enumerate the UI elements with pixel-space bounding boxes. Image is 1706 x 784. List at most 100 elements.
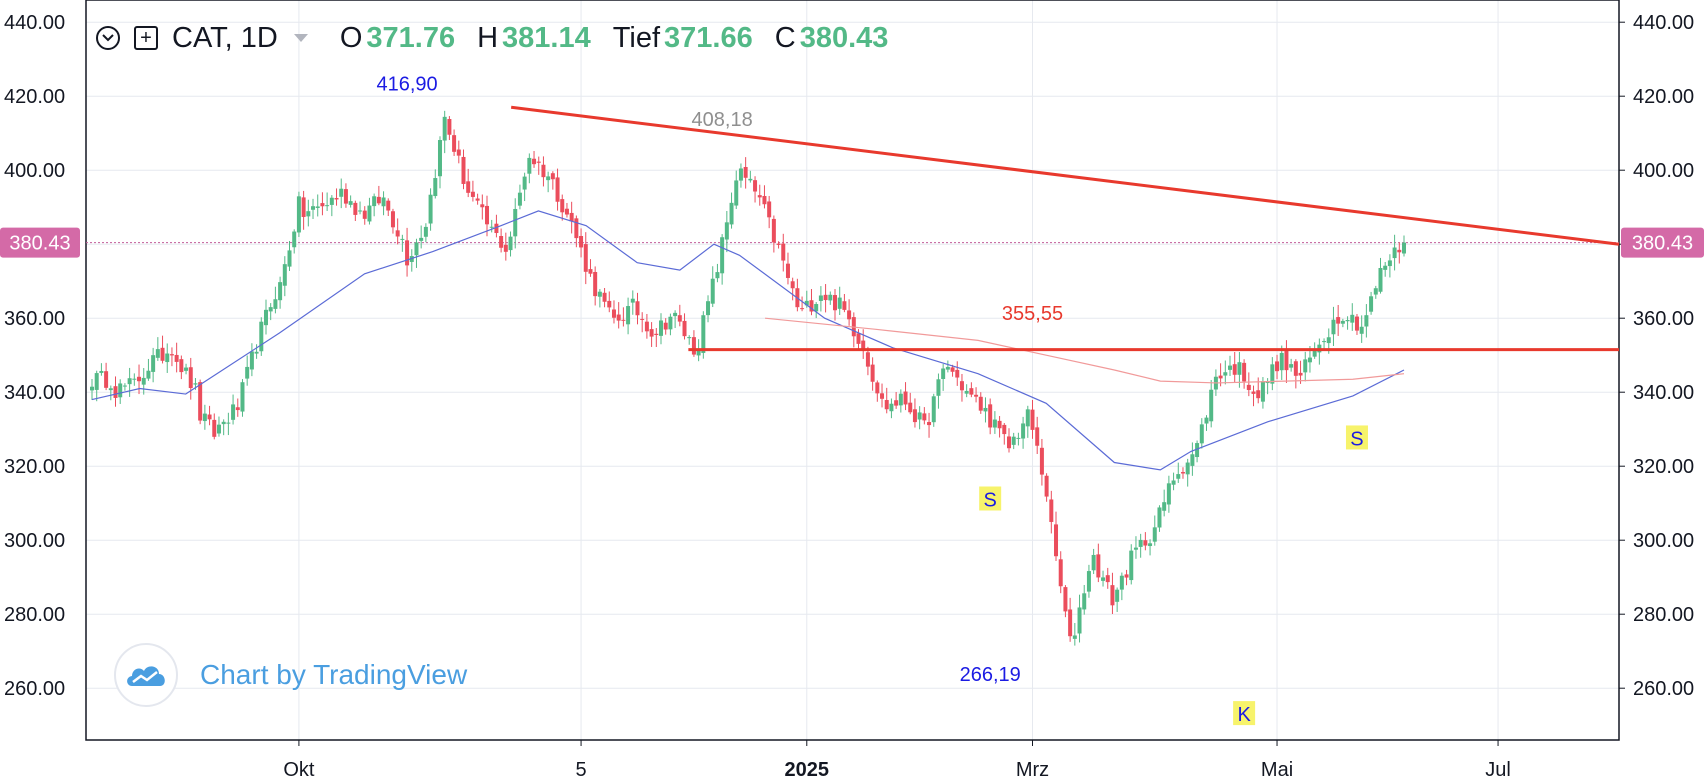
candle-down[interactable] [1246,384,1251,391]
candle-up[interactable] [659,320,664,336]
candle-up[interactable] [1086,571,1091,592]
candle-up[interactable] [245,366,250,379]
candle-up[interactable] [1223,372,1228,376]
candle-down[interactable] [447,119,452,135]
candle-down[interactable] [207,414,212,420]
candle-up[interactable] [522,176,527,190]
candle-down[interactable] [959,381,964,391]
candle-down[interactable] [800,308,805,310]
candle-down[interactable] [654,333,659,336]
candle-down[interactable] [569,212,574,222]
candle-down[interactable] [564,208,569,215]
candle-up[interactable] [249,351,254,370]
candle-down[interactable] [621,319,626,321]
candle-up[interactable] [423,226,428,237]
candle-up[interactable] [1270,364,1275,384]
candle-up[interactable] [268,307,273,312]
candle-up[interactable] [626,306,631,325]
candle-down[interactable] [823,294,828,301]
candle-up[interactable] [1115,589,1120,602]
candle-down[interactable] [635,301,640,316]
candle-up[interactable] [381,197,386,207]
candle-down[interactable] [235,407,240,411]
candle-down[interactable] [611,309,616,318]
candle-up[interactable] [673,312,678,317]
candle-up[interactable] [1378,268,1383,292]
candle-down[interactable] [555,177,560,202]
candle-up[interactable] [315,206,320,208]
candle-up[interactable] [936,379,941,396]
candle-down[interactable] [790,281,795,289]
candle-up[interactable] [1265,382,1270,384]
candle-up[interactable] [216,424,221,434]
candle-up[interactable] [1312,348,1317,357]
candle-up[interactable] [696,349,701,356]
candle-down[interactable] [1397,249,1402,253]
candle-down[interactable] [494,223,499,234]
candle-down[interactable] [767,201,772,218]
candle-up[interactable] [1138,539,1143,547]
candle-down[interactable] [550,173,555,180]
candle-up[interactable] [278,282,283,301]
candle-up[interactable] [630,298,635,303]
candle-up[interactable] [240,382,245,412]
candle-down[interactable] [927,422,932,426]
candle-up[interactable] [1082,593,1087,610]
candle-up[interactable] [367,205,372,222]
candle-down[interactable] [169,354,174,356]
candle-down[interactable] [386,200,391,211]
candle-up[interactable] [513,208,518,237]
candle-up[interactable] [1322,341,1327,343]
candle-down[interactable] [376,196,381,204]
candle-down[interactable] [160,347,165,361]
candle-up[interactable] [710,278,715,304]
candle-up[interactable] [358,210,363,212]
candle-up[interactable] [1021,423,1026,439]
candle-up[interactable] [122,385,127,387]
candle-down[interactable] [649,329,654,337]
candle-down[interactable] [334,198,339,200]
candle-up[interactable] [734,180,739,206]
candle-up[interactable] [898,393,903,406]
candle-down[interactable] [1293,361,1298,376]
candle-up[interactable] [527,157,532,174]
candle-up[interactable] [273,299,278,309]
candle-up[interactable] [155,349,160,358]
candle-up[interactable] [1237,362,1242,375]
tradingview-watermark[interactable]: Chart by TradingView [114,643,467,707]
candle-down[interactable] [1044,475,1049,497]
candle-down[interactable] [856,333,861,344]
candle-down[interactable] [884,400,889,410]
candle-up[interactable] [748,178,753,181]
candle-up[interactable] [419,237,424,241]
candle-down[interactable] [362,210,367,219]
candle-up[interactable] [108,388,113,391]
candle-down[interactable] [574,218,579,239]
candle-up[interactable] [931,396,936,423]
candle-up[interactable] [1152,527,1157,542]
candle-up[interactable] [1185,462,1190,475]
candle-up[interactable] [90,386,94,391]
candle-up[interactable] [99,370,104,373]
candle-down[interactable] [588,269,593,274]
candle-up[interactable] [818,295,823,301]
candle-down[interactable] [560,199,565,213]
candle-down[interactable] [1256,390,1261,399]
candle-up[interactable] [917,412,922,420]
candle-down[interactable] [1058,559,1063,587]
candle-down[interactable] [880,393,885,399]
candle-up[interactable] [1260,381,1265,402]
candle-up[interactable] [489,226,494,228]
candle-up[interactable] [1369,296,1374,312]
candle-up[interactable] [1148,543,1153,547]
candle-up[interactable] [146,370,151,379]
candle-down[interactable] [320,203,325,207]
candle-down[interactable] [781,243,786,261]
candle-down[interactable] [466,181,471,193]
candle-up[interactable] [348,201,353,205]
candle-down[interactable] [480,204,485,208]
candle-down[interactable] [499,236,504,248]
candle-up[interactable] [687,337,692,339]
candle-up[interactable] [94,373,99,390]
candle-down[interactable] [776,243,781,245]
